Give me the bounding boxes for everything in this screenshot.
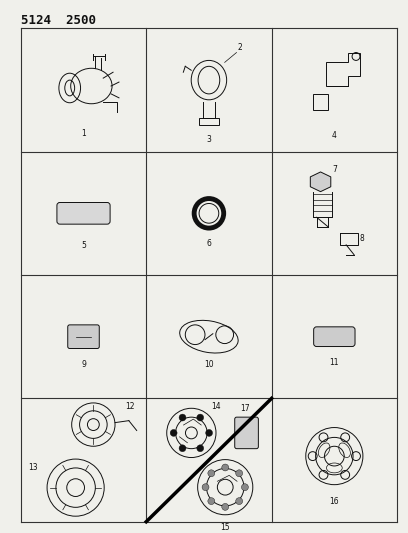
Text: 13: 13 — [29, 463, 38, 472]
Text: 17: 17 — [240, 404, 249, 413]
Circle shape — [208, 470, 215, 477]
Circle shape — [236, 470, 243, 477]
Text: 5: 5 — [81, 241, 86, 250]
Text: 2: 2 — [237, 43, 242, 52]
Circle shape — [222, 464, 228, 471]
Circle shape — [179, 414, 186, 421]
Text: 14: 14 — [211, 402, 221, 411]
Text: 11: 11 — [330, 358, 339, 367]
Text: 3: 3 — [206, 135, 211, 144]
Text: 10: 10 — [204, 360, 214, 369]
Circle shape — [197, 445, 204, 451]
Circle shape — [179, 445, 186, 451]
FancyBboxPatch shape — [57, 203, 110, 224]
Bar — [199, 118, 219, 125]
FancyBboxPatch shape — [235, 417, 258, 449]
Circle shape — [202, 484, 209, 491]
Text: 12: 12 — [125, 402, 134, 411]
Text: 1: 1 — [81, 130, 86, 139]
Circle shape — [197, 414, 204, 421]
Circle shape — [236, 498, 243, 505]
Text: 8: 8 — [360, 235, 365, 244]
Text: 9: 9 — [81, 360, 86, 369]
Text: 7: 7 — [333, 165, 337, 174]
Polygon shape — [310, 172, 331, 192]
Text: 6: 6 — [206, 239, 211, 248]
Text: 15: 15 — [220, 523, 230, 531]
Circle shape — [222, 504, 228, 510]
Circle shape — [242, 484, 248, 491]
Circle shape — [208, 498, 215, 505]
Circle shape — [206, 430, 213, 437]
FancyBboxPatch shape — [68, 325, 99, 349]
Text: 5124  2500: 5124 2500 — [21, 14, 96, 28]
Text: 4: 4 — [332, 131, 337, 140]
FancyBboxPatch shape — [314, 327, 355, 346]
Circle shape — [170, 430, 177, 437]
Text: 16: 16 — [330, 497, 339, 506]
